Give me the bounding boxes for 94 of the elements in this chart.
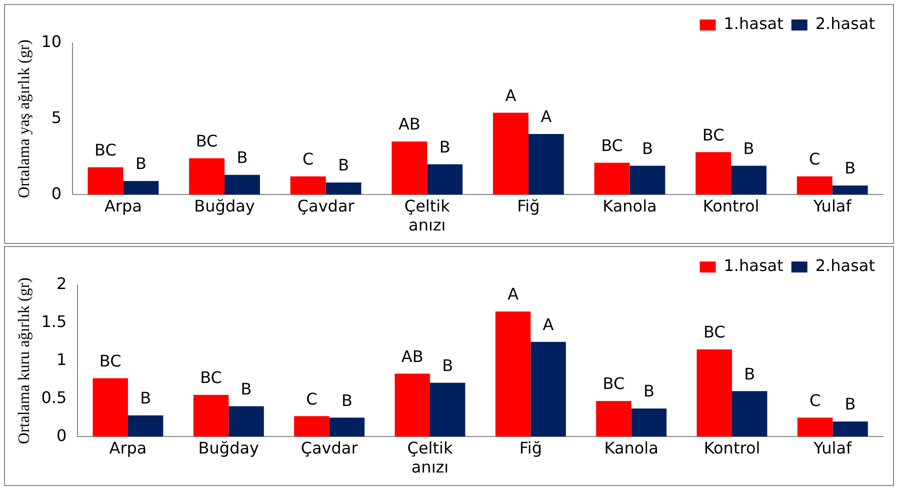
bar: [329, 418, 365, 437]
data-label: AB: [398, 114, 420, 134]
x-tick-label: Kanola: [602, 196, 657, 216]
data-label: B: [744, 364, 756, 384]
bar: [228, 406, 264, 437]
legend-label: 2.hasat: [815, 14, 875, 34]
x-tick-label: Çeltik anızı: [404, 196, 451, 235]
data-label: A: [505, 86, 516, 105]
data-label: C: [809, 150, 820, 169]
y-tick-label: 0: [51, 184, 62, 203]
bar: [392, 142, 428, 195]
bar: [430, 382, 466, 437]
data-label: BC: [200, 368, 222, 388]
y-tick-label: 2: [56, 274, 67, 294]
x-tick-label: Arpa: [109, 438, 147, 458]
x-tick-label: Kontrol: [704, 438, 760, 458]
data-label: B: [135, 154, 146, 174]
data-label: BC: [196, 131, 218, 150]
bar: [732, 391, 768, 437]
data-label: BC: [602, 374, 625, 394]
legend-label: 1.hasat: [724, 256, 784, 276]
bar: [530, 342, 566, 437]
legend-label: 1.hasat: [724, 14, 784, 34]
data-label: A: [508, 284, 519, 304]
data-label: B: [643, 382, 654, 401]
legend-label: 2.hasat: [815, 256, 875, 276]
data-label: B: [439, 137, 450, 156]
bar: [224, 174, 260, 195]
bar: [495, 312, 531, 437]
y-tick-label: 1: [56, 350, 67, 369]
bar: [189, 158, 225, 195]
y-axis-title: Ortalama yaş ağırlık (gr): [16, 39, 33, 198]
data-label: C: [306, 389, 318, 408]
data-label: C: [302, 150, 314, 169]
y-tick-label: 5: [51, 108, 62, 127]
data-label: BC: [703, 322, 726, 342]
bar: [630, 166, 666, 195]
data-label: B: [743, 138, 754, 158]
data-label: B: [642, 138, 653, 158]
x-tick-label: Buğday: [194, 196, 255, 216]
data-label: B: [236, 148, 248, 168]
y-tick-label: 0: [56, 426, 67, 445]
x-tick-label: Fiğ: [517, 196, 540, 216]
x-tick-label: Yulaf: [812, 196, 852, 216]
data-label: BC: [702, 125, 724, 144]
bar: [427, 164, 463, 195]
x-tick-label: Çavdar: [300, 438, 358, 458]
bar: [88, 167, 124, 195]
bar: [731, 166, 766, 195]
bar: [797, 418, 833, 437]
bar: [492, 112, 528, 195]
bar: [696, 349, 732, 437]
bar: [326, 182, 362, 195]
data-label: B: [240, 379, 252, 398]
bar: [832, 421, 868, 437]
y-axis-title: Ortalama kuru ağırlık (gr): [16, 277, 33, 444]
bar: [594, 162, 630, 195]
bar: [596, 400, 632, 437]
bar: [394, 374, 430, 437]
x-tick-label: Buğday: [198, 438, 259, 458]
bar: [832, 186, 868, 195]
bar: [123, 180, 159, 195]
data-label: B: [442, 356, 454, 375]
data-label: B: [338, 156, 350, 175]
data-label: AB: [401, 346, 424, 366]
x-tick-label: Yulaf: [812, 438, 852, 458]
data-label: A: [540, 107, 552, 126]
x-tick-label: Çeltik anızı: [407, 438, 454, 477]
bar: [631, 408, 667, 437]
data-label: B: [844, 158, 856, 178]
data-label: A: [542, 315, 554, 334]
data-label: BC: [94, 140, 116, 160]
bar: [290, 176, 326, 195]
x-tick-label: Çavdar: [297, 196, 355, 216]
bar: [193, 394, 229, 437]
bar: [92, 378, 128, 437]
data-label: B: [341, 390, 352, 410]
x-tick-label: Arpa: [104, 196, 142, 216]
data-label: BC: [99, 351, 122, 370]
bar: [128, 415, 164, 437]
data-label: C: [809, 390, 821, 410]
data-label: B: [844, 394, 856, 414]
y-tick-label: 0.5: [41, 388, 67, 407]
data-label: BC: [601, 136, 623, 155]
y-tick-label: 1.5: [41, 312, 67, 332]
bar: [528, 134, 564, 195]
bar: [294, 416, 330, 437]
x-tick-label: Kontrol: [702, 196, 760, 216]
y-tick-label: 10: [41, 32, 62, 52]
bar: [796, 176, 832, 195]
data-label: B: [140, 388, 152, 408]
x-tick-label: Fiğ: [519, 438, 542, 458]
x-tick-label: Kanola: [604, 438, 658, 458]
bar: [696, 152, 732, 195]
